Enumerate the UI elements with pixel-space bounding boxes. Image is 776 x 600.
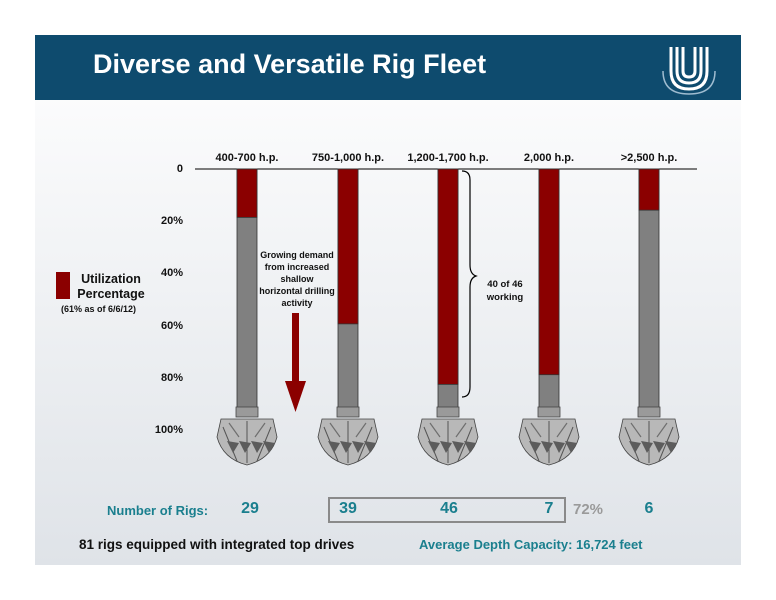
growing-demand-line-2: shallow xyxy=(280,274,314,284)
title-bar: Diverse and Versatile Rig Fleet xyxy=(35,35,741,100)
y-tick-label-5: 100% xyxy=(155,424,183,436)
legend-utilization-label: Utilization Percentage xyxy=(77,272,145,301)
drill-bit-icon xyxy=(518,406,580,466)
drill-bit-icon xyxy=(417,406,479,466)
y-tick-label-1: 20% xyxy=(161,215,183,227)
utilized-bar-0 xyxy=(236,168,258,218)
working-note-line-0: 40 of 46 xyxy=(487,279,522,290)
category-label-2: 1,200-1,700 h.p. xyxy=(407,152,488,164)
category-label-0: 400-700 h.p. xyxy=(216,152,279,164)
number-of-rigs-label: Number of Rigs: xyxy=(107,503,209,518)
growing-demand-line-1: from increased xyxy=(265,262,330,272)
y-tick-label-0: 0 xyxy=(177,163,183,175)
rig-count-2000: 7 xyxy=(544,500,554,517)
rig-count-1200-1700: 46 xyxy=(440,500,458,517)
growing-demand-arrow xyxy=(285,313,306,412)
drill-bit-icon xyxy=(317,406,379,466)
y-tick-label-2: 40% xyxy=(161,267,183,279)
rig-count-400-700: 29 xyxy=(241,500,259,517)
rig-count-2500-plus: 6 xyxy=(644,500,654,517)
utilized-bar-1 xyxy=(337,168,359,325)
utilized-bar-4 xyxy=(638,168,660,211)
legend-utilization-swatch xyxy=(56,272,70,299)
top-drives-note: 81 rigs equipped with integrated top dri… xyxy=(79,537,355,552)
growing-demand-line-4: activity xyxy=(281,298,312,308)
y-tick-label-4: 80% xyxy=(161,372,183,384)
y-tick-label-3: 60% xyxy=(161,320,183,332)
utilized-bar-3 xyxy=(538,168,560,376)
rig-count-box xyxy=(328,497,566,523)
boxed-utilization-percent: 72% xyxy=(573,501,604,518)
drill-bit-icon xyxy=(618,406,680,466)
rig-count-750-1000: 39 xyxy=(339,500,357,517)
legend-utilization-note: (61% as of 6/6/12) xyxy=(61,304,137,314)
slide: Diverse and Versatile Rig Fleet 400-700 … xyxy=(35,35,741,565)
growing-demand-line-0: Growing demand xyxy=(260,250,334,260)
depth-capacity-note: Average Depth Capacity: 16,724 feet xyxy=(419,537,643,552)
drill-bit-icon xyxy=(216,406,278,466)
growing-demand-line-3: horizontal drilling xyxy=(259,286,335,296)
working-bracket xyxy=(461,170,478,398)
category-label-4: >2,500 h.p. xyxy=(621,152,678,164)
utilization-chart: 400-700 h.p. 750-1,000 h.p. 1,200-1,700 h.… xyxy=(155,152,697,466)
u-stripes-logo-icon xyxy=(662,47,716,95)
slide-title: Diverse and Versatile Rig Fleet xyxy=(93,49,487,79)
working-note-line-1: working xyxy=(486,292,524,303)
utilized-bar-2 xyxy=(437,168,459,385)
category-label-3: 2,000 h.p. xyxy=(524,152,574,164)
category-label-1: 750-1,000 h.p. xyxy=(312,152,384,164)
